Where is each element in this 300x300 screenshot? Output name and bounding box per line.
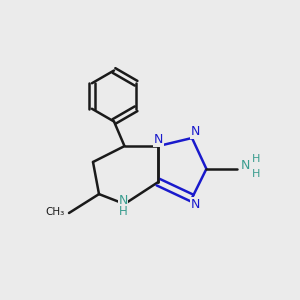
Text: N: N: [241, 159, 250, 172]
Text: H: H: [118, 205, 127, 218]
Text: CH₃: CH₃: [45, 207, 64, 217]
Text: H: H: [252, 169, 260, 179]
Text: N: N: [190, 197, 200, 211]
Text: H: H: [252, 154, 260, 164]
Text: N: N: [190, 125, 200, 139]
Text: N: N: [153, 133, 163, 146]
Text: N: N: [118, 194, 128, 208]
